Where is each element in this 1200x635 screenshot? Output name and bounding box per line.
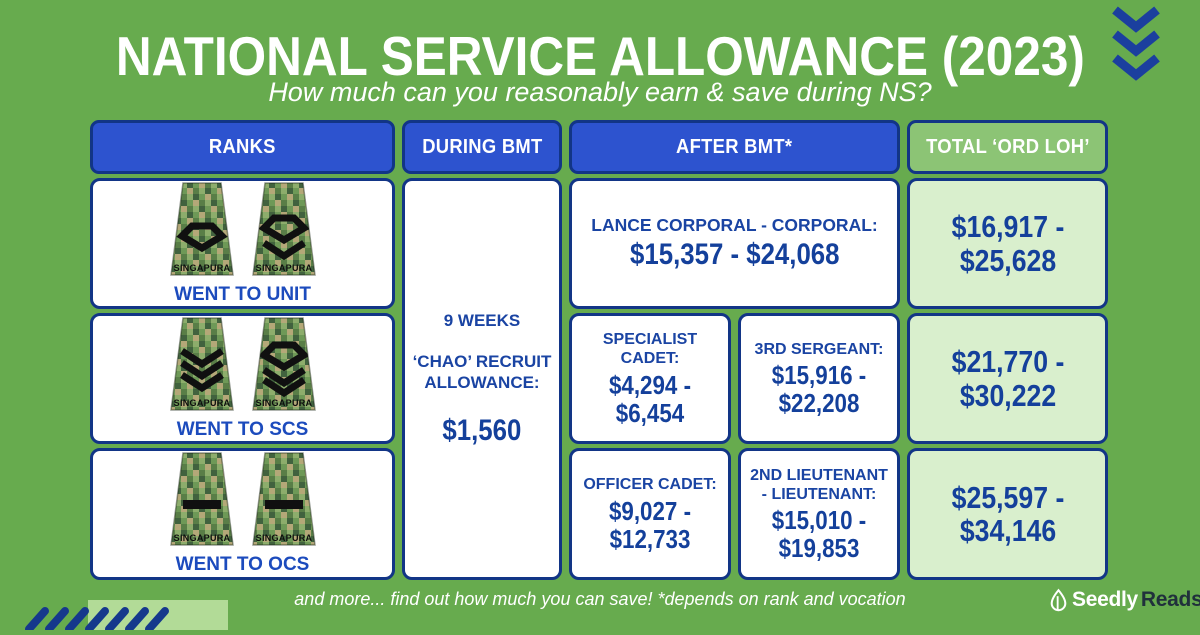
page-title: NATIONAL SERVICE ALLOWANCE (2023) bbox=[0, 24, 1200, 88]
total-cell-unit: $16,917 - $25,628 bbox=[907, 178, 1108, 309]
after-bmt-amount: $15,916 - $22,208 bbox=[771, 360, 867, 419]
total-amount: $21,770 - $30,222 bbox=[951, 344, 1064, 413]
during-bmt-cell: 9 WEEKS ‘CHAO’ RECRUIT ALLOWANCE: $1,560 bbox=[402, 178, 562, 580]
after-bmt-rank-title: OFFICER CADET: bbox=[583, 476, 717, 494]
after-bmt-rank-title: SPECIALIST CADET: bbox=[602, 331, 698, 368]
after-bmt-rank-title: 2ND LIEUTENANT - LIEUTENANT: bbox=[750, 466, 888, 503]
total-amount: $25,597 - $34,146 bbox=[951, 479, 1064, 548]
after-bmt-rank-title: LANCE CORPORAL - CORPORAL: bbox=[591, 215, 878, 236]
svg-text:SINGAPURA: SINGAPURA bbox=[255, 398, 312, 408]
svg-text:SINGAPURA: SINGAPURA bbox=[173, 533, 230, 543]
rank-insignia-pair: SINGAPURA SINGAPURA bbox=[169, 181, 317, 281]
after-bmt-amount: $15,357 - $24,068 bbox=[629, 238, 840, 272]
epaulette-corporal-icon: SINGAPURA bbox=[251, 181, 317, 281]
brand-primary-text: Seedly bbox=[1072, 588, 1138, 611]
rank-insignia-pair: SINGAPURA SINGAPURA bbox=[169, 316, 317, 416]
header-ranks: RANKS bbox=[90, 120, 395, 174]
svg-text:SINGAPURA: SINGAPURA bbox=[173, 263, 230, 273]
after-bmt-rank-title: 3RD SERGEANT: bbox=[754, 340, 884, 358]
seedly-reads-logo: Seedly Reads bbox=[1050, 588, 1200, 612]
during-bmt-label: ‘CHAO’ RECRUIT ALLOWANCE: bbox=[412, 351, 552, 392]
slashes-decoration-icon bbox=[20, 606, 190, 635]
after-bmt-amount: $4,294 - $6,454 bbox=[608, 369, 692, 428]
after-bmt-cell-2lt-lieutenant: 2ND LIEUTENANT - LIEUTENANT: $15,010 - $… bbox=[738, 448, 900, 580]
header-total-ord-loh: TOTAL ‘ORD LOH’ bbox=[907, 120, 1108, 174]
after-bmt-cell-specialist-cadet: SPECIALIST CADET: $4,294 - $6,454 bbox=[569, 313, 731, 444]
brand-secondary-text: Reads bbox=[1140, 588, 1200, 611]
down-chevrons-icon bbox=[1110, 5, 1162, 86]
rank-insignia-pair: SINGAPURA SINGAPURA bbox=[169, 452, 317, 551]
allowance-table: RANKS DURING BMT AFTER BMT* TOTAL ‘ORD L… bbox=[90, 120, 1108, 580]
leaf-icon bbox=[1050, 588, 1067, 612]
after-bmt-cell-3rd-sergeant: 3RD SERGEANT: $15,916 - $22,208 bbox=[738, 313, 900, 444]
rank-cell-unit: SINGAPURA SINGAPURA WENT TO UNIT bbox=[90, 178, 395, 309]
header-during-bmt: DURING BMT bbox=[402, 120, 562, 174]
during-bmt-amount: $1,560 bbox=[442, 414, 522, 448]
header-after-bmt: AFTER BMT* bbox=[569, 120, 900, 174]
page-subtitle: How much can you reasonably earn & save … bbox=[268, 77, 932, 107]
epaulette-second-lieutenant-icon: SINGAPURA bbox=[169, 452, 235, 551]
rank-label: WENT TO OCS bbox=[175, 554, 310, 575]
footer-note: and more... find out how much you can sa… bbox=[294, 589, 906, 609]
svg-text:SINGAPURA: SINGAPURA bbox=[173, 398, 230, 408]
rank-cell-ocs: SINGAPURA SINGAPURA WENT TO OCS bbox=[90, 448, 395, 580]
total-amount: $16,917 - $25,628 bbox=[951, 209, 1064, 278]
during-bmt-weeks: 9 WEEKS bbox=[443, 310, 521, 330]
epaulette-specialist-cadet-icon: SINGAPURA bbox=[251, 316, 317, 416]
rank-label: WENT TO SCS bbox=[176, 418, 309, 440]
total-cell-ocs: $25,597 - $34,146 bbox=[907, 448, 1108, 580]
after-bmt-cell-lcp-cpl: LANCE CORPORAL - CORPORAL: $15,357 - $24… bbox=[569, 178, 900, 309]
rank-cell-scs: SINGAPURA SINGAPURA WENT TO SCS bbox=[90, 313, 395, 444]
after-bmt-amount: $9,027 - $12,733 bbox=[608, 495, 692, 554]
after-bmt-amount: $15,010 - $19,853 bbox=[771, 505, 867, 564]
total-cell-scs: $21,770 - $30,222 bbox=[907, 313, 1108, 444]
page-title-text: NATIONAL SERVICE ALLOWANCE (2023) bbox=[115, 25, 1085, 87]
epaulette-lance-corporal-icon: SINGAPURA bbox=[169, 181, 235, 281]
epaulette-third-sergeant-icon: SINGAPURA bbox=[169, 316, 235, 416]
svg-text:SINGAPURA: SINGAPURA bbox=[255, 263, 312, 273]
after-bmt-cell-officer-cadet: OFFICER CADET: $9,027 - $12,733 bbox=[569, 448, 731, 580]
epaulette-second-lieutenant-icon: SINGAPURA bbox=[251, 452, 317, 551]
svg-text:SINGAPURA: SINGAPURA bbox=[255, 533, 312, 543]
rank-label: WENT TO UNIT bbox=[174, 283, 311, 305]
